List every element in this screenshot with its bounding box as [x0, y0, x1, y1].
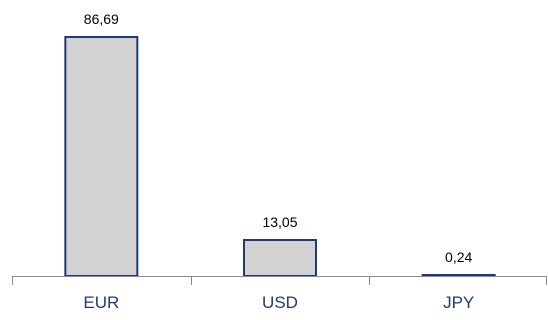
data-labels-group: 86,69 13,05 0,24	[84, 11, 473, 265]
bar-eur	[64, 36, 139, 277]
category-labels-group: EUR USD JPY	[83, 293, 474, 312]
category-label-eur: EUR	[83, 293, 119, 312]
x-axis-ticks	[12, 276, 547, 285]
bar-usd	[243, 239, 317, 278]
data-label-eur: 86,69	[84, 11, 119, 27]
data-label-usd: 13,05	[262, 214, 297, 230]
category-label-usd: USD	[262, 293, 298, 312]
bars-group	[64, 36, 496, 278]
category-label-jpy: JPY	[443, 293, 474, 312]
bar-jpy	[421, 274, 496, 277]
data-label-jpy: 0,24	[445, 249, 472, 265]
